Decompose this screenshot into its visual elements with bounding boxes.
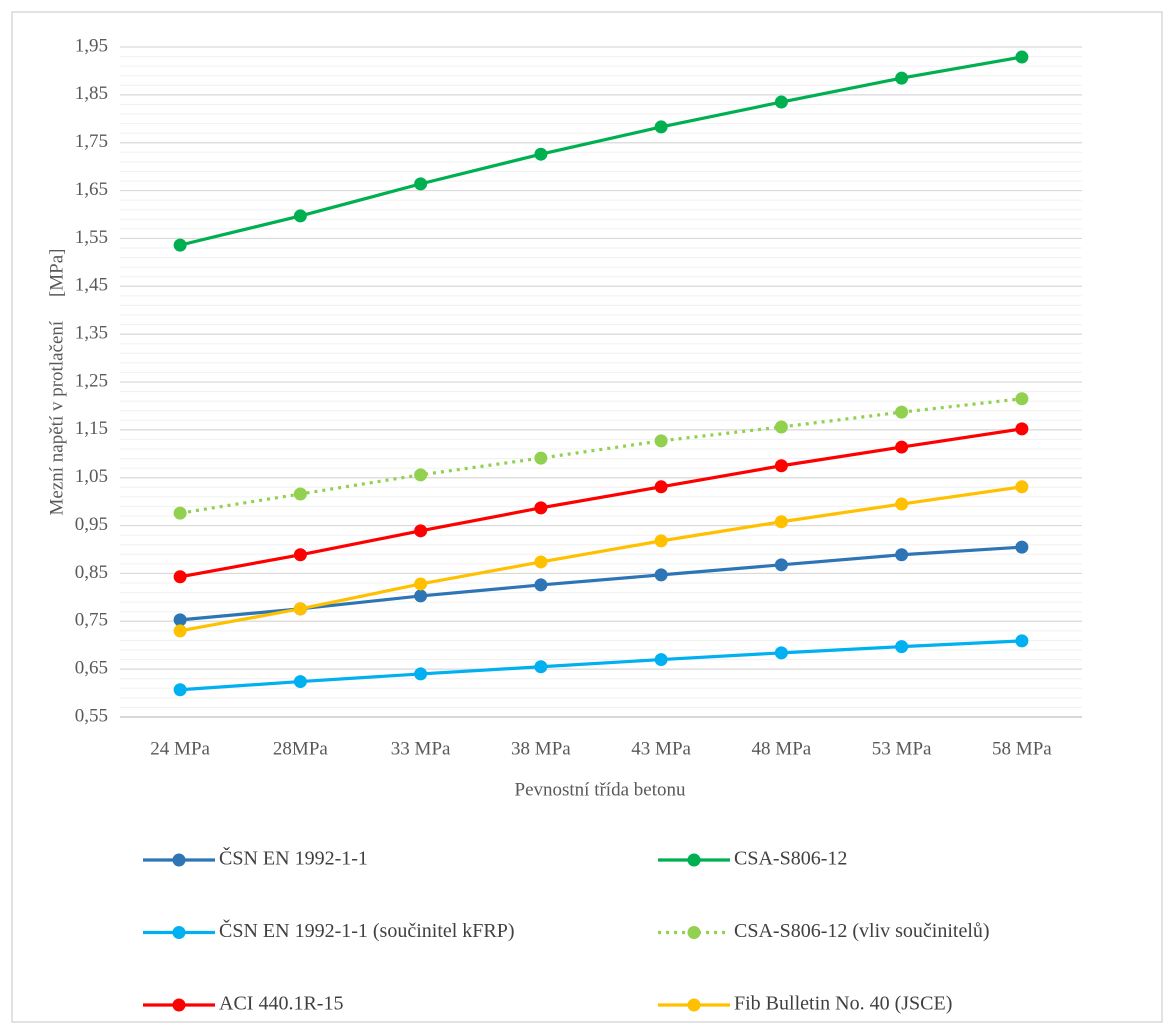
data-point bbox=[895, 440, 909, 454]
data-point bbox=[895, 548, 909, 562]
legend-label: ACI 440.1R-15 bbox=[219, 993, 343, 1015]
data-point bbox=[774, 646, 788, 660]
data-point bbox=[654, 480, 668, 494]
data-point bbox=[654, 434, 668, 448]
y-tick-label: 1,15 bbox=[75, 418, 108, 439]
legend-label: ČSN EN 1992-1-1 bbox=[219, 846, 368, 870]
data-point bbox=[293, 602, 307, 616]
data-point bbox=[534, 147, 548, 161]
data-point bbox=[1015, 50, 1029, 64]
x-tick-label: 24 MPa bbox=[150, 738, 210, 759]
x-tick-label: 43 MPa bbox=[631, 738, 691, 759]
x-tick-label: 58 MPa bbox=[992, 738, 1052, 759]
y-tick-label: 1,35 bbox=[75, 323, 108, 344]
y-tick-label: 0,55 bbox=[75, 705, 108, 726]
x-tick-label: 53 MPa bbox=[872, 738, 932, 759]
data-point bbox=[414, 468, 428, 482]
x-tick-label: 33 MPa bbox=[391, 738, 451, 759]
x-tick-label: 48 MPa bbox=[752, 738, 812, 759]
y-tick-label: 1,95 bbox=[75, 35, 108, 56]
legend-marker bbox=[172, 998, 186, 1012]
x-axis-label: Pevnostní třída betonu bbox=[515, 779, 686, 800]
y-tick-label: 1,25 bbox=[75, 370, 108, 391]
x-tick-label: 38 MPa bbox=[511, 738, 571, 759]
data-point bbox=[173, 683, 187, 697]
legend-marker bbox=[687, 853, 701, 867]
data-point bbox=[173, 624, 187, 638]
data-point bbox=[774, 95, 788, 109]
data-point bbox=[654, 120, 668, 134]
data-point bbox=[1015, 540, 1029, 554]
series-line bbox=[179, 545, 1022, 622]
data-point bbox=[774, 515, 788, 529]
y-tick-label: 1,65 bbox=[75, 179, 108, 200]
data-point bbox=[654, 534, 668, 548]
legend-marker bbox=[687, 998, 701, 1012]
data-point bbox=[1015, 480, 1029, 494]
legend-label: CSA-S806-12 (vliv součinitelů) bbox=[734, 920, 990, 942]
data-point bbox=[534, 578, 548, 592]
legend-marker bbox=[172, 853, 186, 867]
data-point bbox=[293, 675, 307, 689]
y-tick-label: 1,75 bbox=[75, 131, 108, 152]
data-point bbox=[414, 589, 428, 603]
legend-marker bbox=[172, 926, 186, 939]
data-point bbox=[895, 497, 909, 511]
data-point bbox=[173, 613, 187, 627]
legend-label: ČSN EN 1992-1-1 (součinitel kFRP) bbox=[219, 918, 515, 942]
y-tick-label: 1,45 bbox=[75, 275, 108, 296]
data-point bbox=[414, 577, 428, 591]
data-point bbox=[1015, 634, 1029, 648]
chart-frame bbox=[11, 11, 1163, 1023]
data-point bbox=[774, 558, 788, 572]
y-axis-label: Mezní napětí v protlačení [MPa] bbox=[46, 249, 67, 516]
y-tick-label: 0,65 bbox=[75, 658, 108, 679]
y-tick-label: 1,55 bbox=[75, 227, 108, 248]
series-line bbox=[180, 639, 1022, 692]
series-line bbox=[179, 485, 1023, 633]
data-point bbox=[173, 570, 187, 584]
data-point bbox=[654, 568, 668, 582]
data-point bbox=[414, 177, 428, 191]
series-line bbox=[179, 397, 1023, 515]
data-point bbox=[534, 501, 548, 515]
series-line bbox=[179, 427, 1023, 579]
data-point bbox=[534, 660, 548, 674]
x-tick-label: 28MPa bbox=[273, 738, 328, 759]
data-point bbox=[1015, 422, 1029, 436]
data-point bbox=[173, 506, 187, 520]
data-point bbox=[414, 524, 428, 538]
y-tick-label: 0,75 bbox=[75, 610, 108, 631]
data-point bbox=[774, 420, 788, 434]
data-point bbox=[293, 548, 307, 562]
series-line bbox=[179, 55, 1023, 247]
legend-label: CSA-S806-12 bbox=[734, 848, 847, 870]
data-point bbox=[534, 555, 548, 569]
y-tick-label: 0,95 bbox=[75, 514, 108, 535]
data-point bbox=[654, 653, 668, 667]
legend-label: Fib Bulletin No. 40 (JSCE) bbox=[734, 993, 952, 1015]
data-point bbox=[895, 71, 909, 85]
data-point bbox=[293, 487, 307, 501]
data-point bbox=[895, 405, 909, 419]
legend-marker bbox=[687, 926, 701, 939]
data-point bbox=[895, 640, 909, 654]
y-tick-label: 1,05 bbox=[75, 466, 108, 487]
data-point bbox=[293, 209, 307, 223]
data-point bbox=[534, 451, 548, 465]
data-point bbox=[414, 667, 428, 681]
y-tick-label: 1,85 bbox=[75, 83, 108, 104]
data-point bbox=[774, 459, 788, 473]
y-tick-label: 0,85 bbox=[75, 562, 108, 583]
data-point bbox=[173, 238, 187, 252]
data-point bbox=[1015, 392, 1029, 406]
